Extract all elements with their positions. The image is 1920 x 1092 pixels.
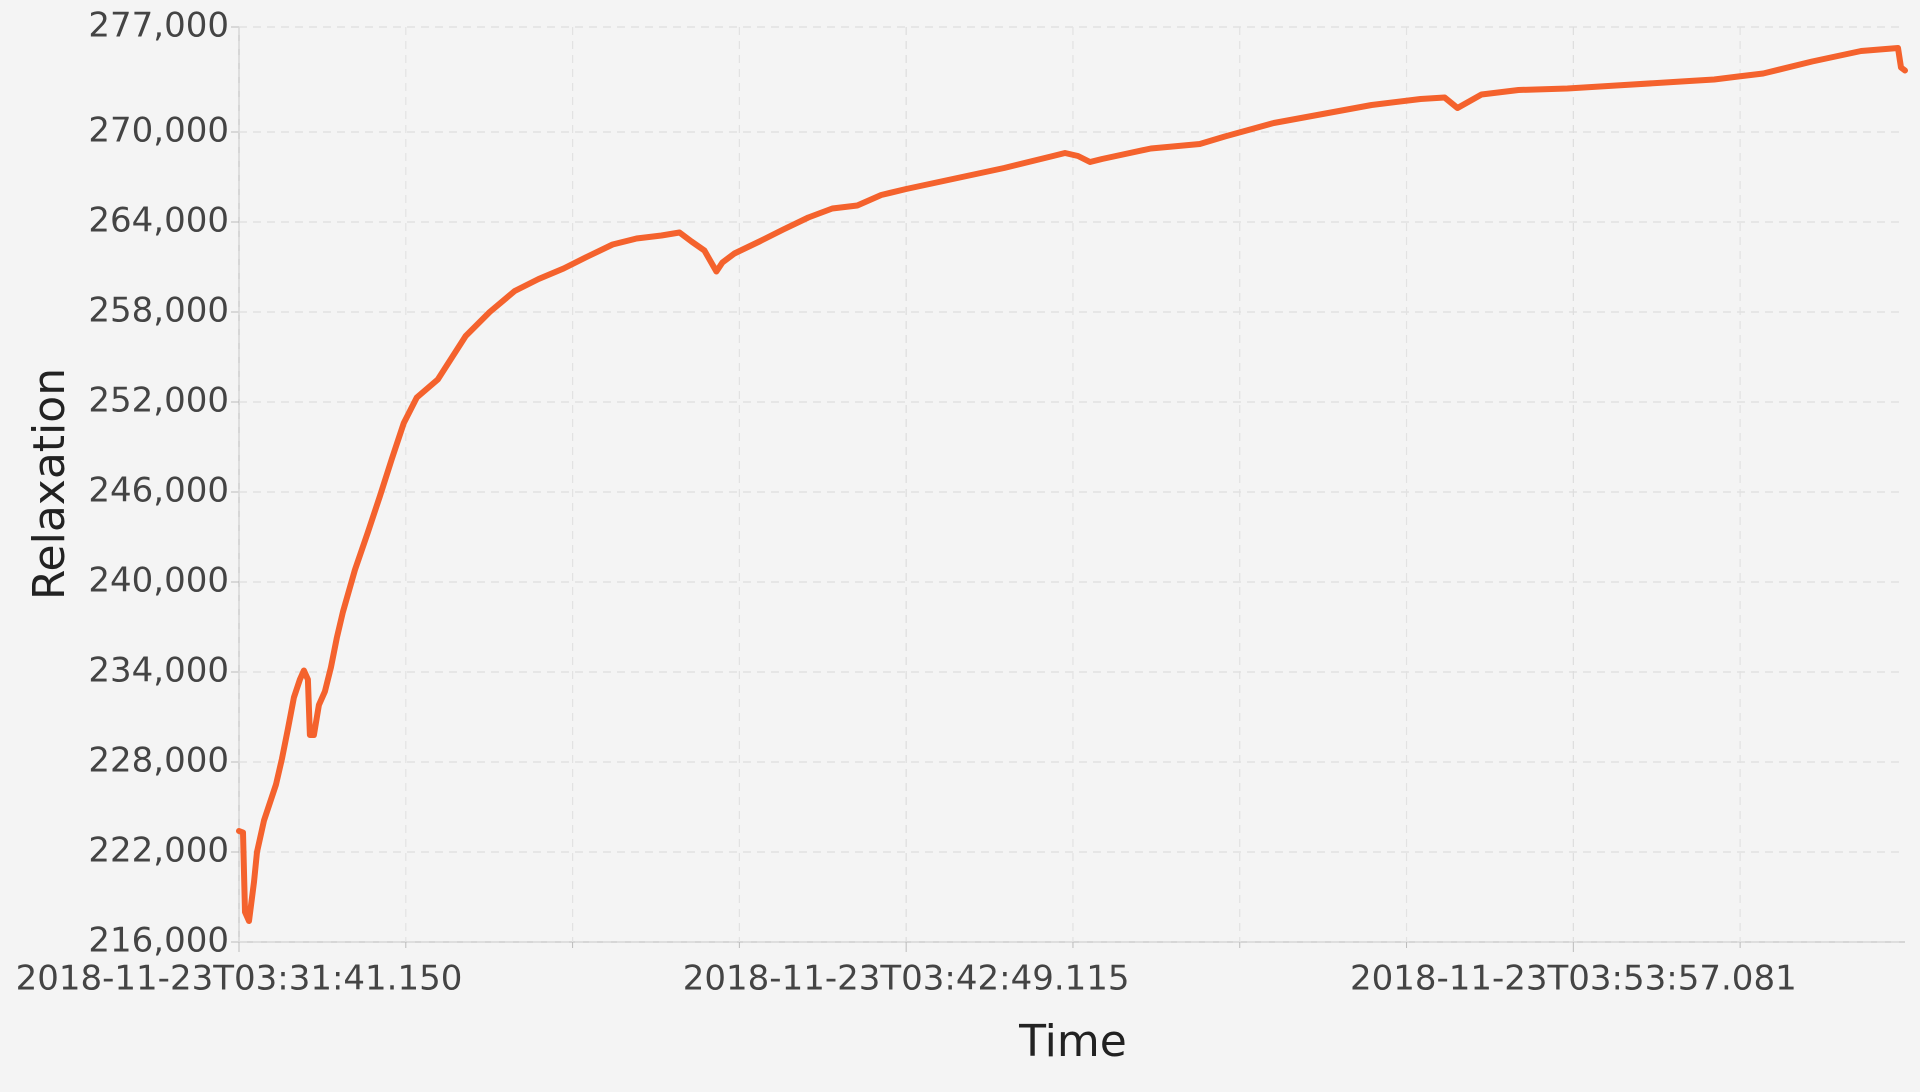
y-tick-label: 216,000 <box>88 921 229 961</box>
y-tick-label: 270,000 <box>88 111 229 151</box>
x-tick-label: 2018-11-23T03:53:57.081 <box>1350 959 1797 999</box>
x-tick-label: 2018-11-23T03:42:49.115 <box>683 959 1130 999</box>
y-tick-label: 277,000 <box>88 6 229 46</box>
y-tick-label: 246,000 <box>88 471 229 511</box>
x-tick-label: 2018-11-23T03:31:41.150 <box>16 959 463 999</box>
data-line <box>236 45 1908 924</box>
y-tick-label: 258,000 <box>88 291 229 331</box>
y-tick-label: 222,000 <box>88 831 229 871</box>
y-tick-label: 264,000 <box>88 201 229 241</box>
y-axis-title: Relaxation <box>24 368 75 600</box>
y-tick-label: 252,000 <box>88 381 229 421</box>
y-tick-label: 240,000 <box>88 561 229 601</box>
y-tick-label: 234,000 <box>88 651 229 691</box>
y-tick-label: 228,000 <box>88 741 229 781</box>
x-axis-title: Time <box>1018 1016 1127 1067</box>
